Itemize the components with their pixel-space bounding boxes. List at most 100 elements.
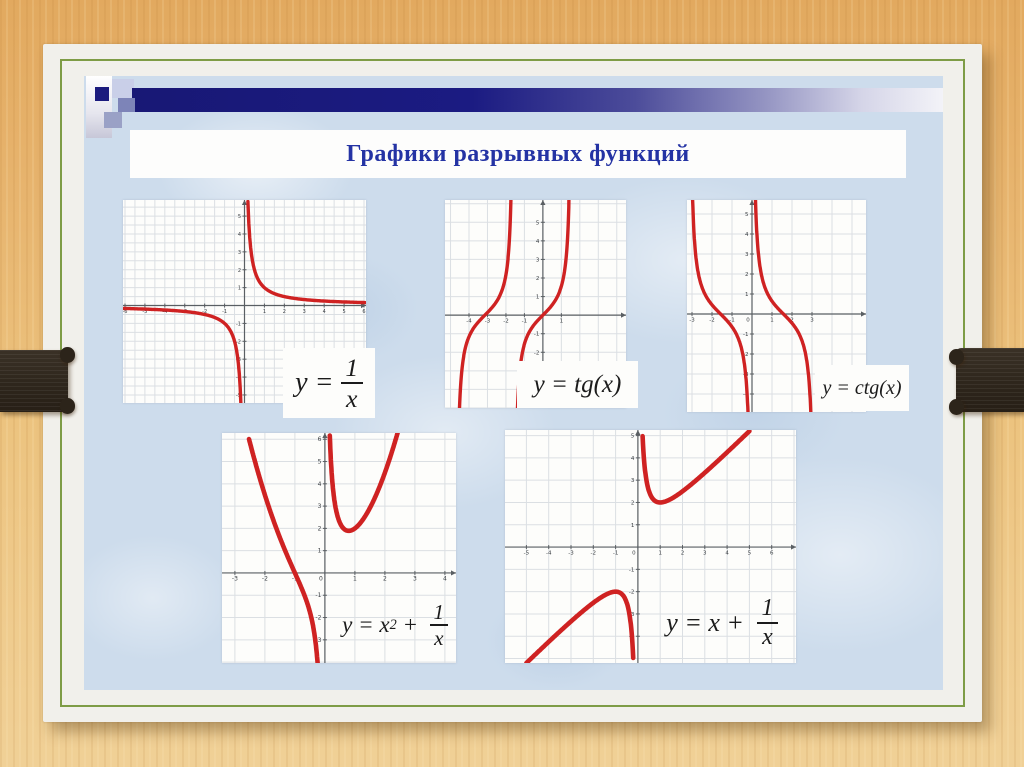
svg-text:-4: -4 <box>162 309 167 315</box>
svg-text:4: 4 <box>443 575 447 582</box>
svg-text:-2: -2 <box>591 551 596 557</box>
svg-text:-4: -4 <box>546 551 552 557</box>
svg-text:-1: -1 <box>629 567 634 573</box>
decor-square-medium <box>118 98 135 112</box>
svg-text:2: 2 <box>383 575 387 582</box>
svg-text:5: 5 <box>745 212 749 218</box>
decor-gradient-bar <box>132 88 943 112</box>
svg-text:-2: -2 <box>315 615 321 622</box>
svg-text:3: 3 <box>536 257 540 263</box>
svg-text:-2: -2 <box>202 309 207 315</box>
svg-text:3: 3 <box>703 551 707 557</box>
clip-texture <box>0 350 68 412</box>
right-clip-knob-bottom <box>949 399 964 415</box>
svg-text:1: 1 <box>560 319 564 325</box>
right-clip-knob-top <box>949 349 964 365</box>
svg-text:1: 1 <box>770 318 774 324</box>
svg-text:-2: -2 <box>262 575 268 582</box>
svg-text:-5: -5 <box>236 393 241 399</box>
svg-text:2: 2 <box>283 309 286 315</box>
svg-text:1: 1 <box>658 551 662 557</box>
svg-text:4: 4 <box>536 239 540 245</box>
left-clip-knob-bottom <box>60 398 75 414</box>
svg-text:-2: -2 <box>236 339 241 345</box>
svg-text:0: 0 <box>632 551 636 557</box>
svg-text:4: 4 <box>745 232 749 238</box>
svg-text:-1: -1 <box>613 551 618 557</box>
svg-text:-2: -2 <box>503 319 508 325</box>
clip-texture <box>956 348 1024 412</box>
decor-square-gray <box>104 112 122 128</box>
svg-text:1: 1 <box>318 548 322 555</box>
svg-text:-1: -1 <box>743 332 748 338</box>
svg-text:-1: -1 <box>522 319 527 325</box>
svg-text:5: 5 <box>536 220 540 226</box>
svg-text:5: 5 <box>318 459 322 466</box>
svg-text:-3: -3 <box>315 637 321 644</box>
tangent-plot: -4 -3 -2 -1 1 -2 -1 1 2 3 4 5 <box>445 200 626 408</box>
svg-text:2: 2 <box>681 551 685 557</box>
svg-text:-3: -3 <box>485 319 491 325</box>
graph-panel-x-plus-inv: -5 -4 -3 -2 -1 0 1 2 3 4 5 6 -4 -3 -2 -1 1 2 3 4 5 <box>505 430 796 663</box>
svg-text:3: 3 <box>318 503 322 510</box>
svg-text:-3: -3 <box>629 612 635 618</box>
svg-text:2: 2 <box>318 525 322 532</box>
svg-text:5: 5 <box>238 214 241 220</box>
svg-text:-1: -1 <box>729 318 734 324</box>
svg-text:5: 5 <box>748 551 752 557</box>
svg-text:-5: -5 <box>142 309 147 315</box>
svg-text:0: 0 <box>746 318 750 324</box>
svg-text:6: 6 <box>318 436 322 443</box>
svg-text:-2: -2 <box>629 590 634 596</box>
svg-text:1: 1 <box>631 523 635 529</box>
svg-text:5: 5 <box>342 309 345 315</box>
left-stand-clip <box>0 350 68 412</box>
svg-text:-1: -1 <box>534 332 539 338</box>
svg-text:3: 3 <box>303 309 306 315</box>
decor-gradient-column <box>86 76 112 138</box>
svg-text:-2: -2 <box>534 350 539 356</box>
svg-text:0: 0 <box>319 575 323 582</box>
svg-text:2: 2 <box>536 276 540 282</box>
svg-text:1: 1 <box>263 309 266 315</box>
svg-text:1: 1 <box>536 295 540 301</box>
svg-text:4: 4 <box>323 309 326 315</box>
svg-text:6: 6 <box>770 551 774 557</box>
svg-text:2: 2 <box>631 500 635 506</box>
svg-text:-3: -3 <box>232 575 238 582</box>
svg-text:-2: -2 <box>743 352 748 358</box>
svg-text:3: 3 <box>631 478 635 484</box>
svg-text:5: 5 <box>631 434 635 440</box>
left-clip-knob-top <box>60 347 75 363</box>
formula-reciprocal: y = 1 x <box>283 348 375 418</box>
svg-text:3: 3 <box>413 575 417 582</box>
svg-text:4: 4 <box>631 456 635 462</box>
svg-text:-5: -5 <box>524 551 530 557</box>
decor-square-pale <box>112 79 134 98</box>
svg-text:-1: -1 <box>315 592 321 599</box>
svg-text:-3: -3 <box>568 551 574 557</box>
svg-text:4: 4 <box>238 232 241 238</box>
svg-text:-1: -1 <box>236 321 241 327</box>
svg-text:-6: -6 <box>123 309 127 315</box>
svg-text:-1: -1 <box>222 309 227 315</box>
svg-text:1: 1 <box>745 292 749 298</box>
svg-text:3: 3 <box>238 250 241 256</box>
svg-text:2: 2 <box>238 268 241 274</box>
svg-text:6: 6 <box>362 309 365 315</box>
svg-text:-1: -1 <box>292 575 298 582</box>
svg-text:1: 1 <box>353 575 357 582</box>
title-bar: Графики разрывных функций <box>130 130 906 178</box>
svg-text:1: 1 <box>238 286 241 292</box>
svg-text:4: 4 <box>318 481 322 488</box>
x2-plus-inv-plot: -3 -2 -1 0 1 2 3 4 -3 -2 -1 1 2 3 4 5 6 <box>222 433 456 663</box>
decor-square-navy <box>95 87 109 101</box>
slide-title: Графики разрывных функций <box>346 140 690 167</box>
svg-text:4: 4 <box>725 551 729 557</box>
